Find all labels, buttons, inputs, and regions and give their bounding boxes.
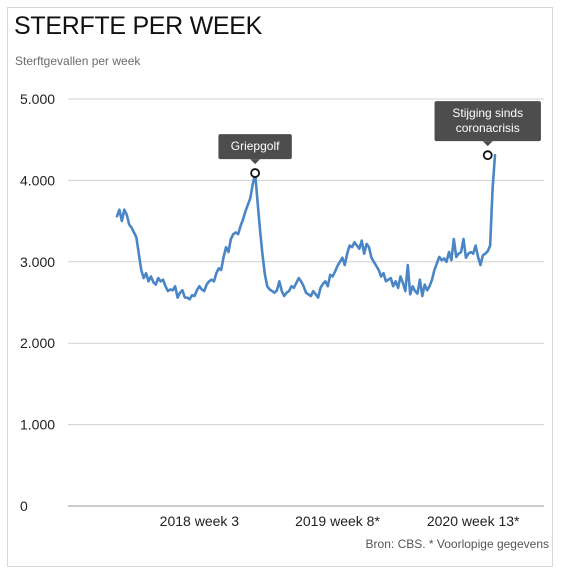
annotation-label: Griepgolf [231,139,280,153]
annotation-marker [482,150,493,161]
x-tick-label: 2018 week 3 [160,513,240,529]
annotation-label: Stijging sinds [452,106,523,120]
source-note: Bron: CBS. * Voorlopige gegevens [365,537,549,551]
y-tick-label: 4.000 [20,172,55,188]
annotation-box [434,101,541,142]
x-tick-label: 2019 week 8* [295,513,380,529]
x-tick-label: 2020 week 13* [427,513,520,529]
y-tick-label: 3.000 [20,254,55,270]
annotation-1: Griepgolf [218,134,292,178]
annotation-pointer [250,159,261,165]
chart-title: STERFTE PER WEEK [14,12,263,40]
annotation-pointer [482,141,493,147]
y-tick-label: 5.000 [20,91,55,107]
y-tick-label: 1.000 [20,417,55,433]
annotation-marker [250,168,261,178]
chart-subtitle: Sterftgevallen per week [15,54,141,68]
y-tick-label: 0 [20,498,28,514]
annotation-box [218,134,292,160]
mortality-series-line [115,153,497,301]
annotation-label: coronacrisis [456,121,520,135]
y-tick-label: 2.000 [20,335,55,351]
